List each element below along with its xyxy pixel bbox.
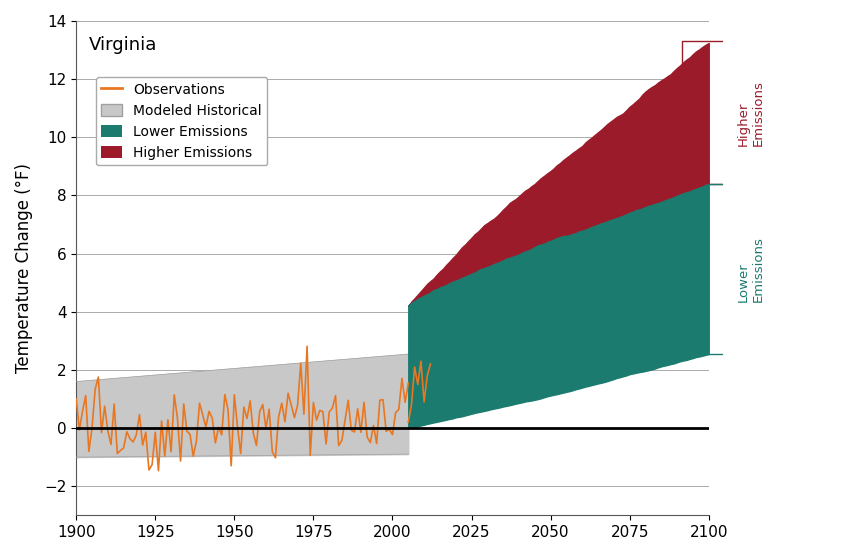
Text: Higher
Emissions: Higher Emissions [736,80,764,145]
Legend: Observations, Modeled Historical, Lower Emissions, Higher Emissions: Observations, Modeled Historical, Lower … [96,77,267,165]
Text: Virginia: Virginia [89,36,157,54]
Y-axis label: Temperature Change (°F): Temperature Change (°F) [15,163,33,373]
Text: Lower
Emissions: Lower Emissions [736,236,764,302]
